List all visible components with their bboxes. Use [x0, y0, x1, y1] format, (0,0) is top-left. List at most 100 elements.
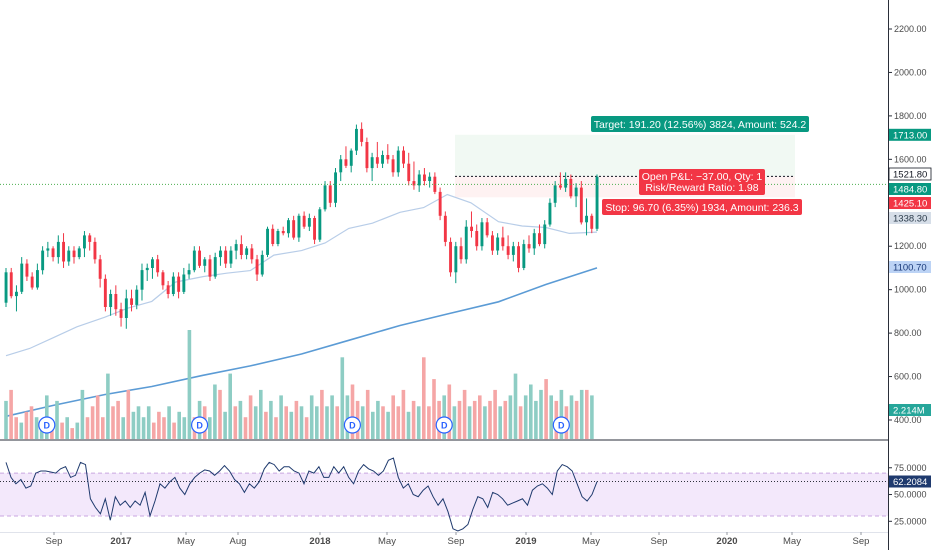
candle[interactable] [245, 246, 249, 260]
candle[interactable] [517, 241, 520, 273]
candle[interactable] [334, 168, 337, 208]
candle[interactable] [459, 237, 463, 264]
candle[interactable] [151, 257, 154, 279]
candle[interactable] [203, 257, 207, 273]
candle[interactable] [297, 213, 301, 242]
candle[interactable] [219, 246, 222, 266]
candle[interactable] [506, 235, 510, 260]
candle[interactable] [511, 241, 515, 262]
candle[interactable] [224, 246, 228, 268]
candle[interactable] [255, 254, 259, 281]
candle[interactable] [276, 228, 280, 247]
candle[interactable] [46, 241, 50, 258]
candle[interactable] [328, 181, 332, 208]
candle[interactable] [579, 181, 583, 225]
candle[interactable] [527, 235, 531, 253]
candle[interactable] [313, 215, 316, 245]
candle[interactable] [156, 254, 160, 277]
candle[interactable] [140, 263, 144, 301]
candle[interactable] [407, 152, 411, 186]
candle[interactable] [135, 285, 139, 310]
candle[interactable] [559, 172, 562, 190]
candle[interactable] [496, 233, 500, 255]
candle[interactable] [56, 235, 60, 264]
dividend-marker[interactable]: D [343, 416, 361, 434]
candle[interactable] [281, 226, 285, 236]
candle[interactable] [20, 257, 24, 295]
candle[interactable] [522, 239, 526, 271]
candle[interactable] [292, 215, 296, 240]
candle[interactable] [370, 152, 374, 182]
candle[interactable] [192, 246, 196, 273]
candle[interactable] [501, 226, 505, 251]
dividend-marker[interactable]: D [38, 416, 56, 434]
candle[interactable] [344, 146, 348, 169]
candle[interactable] [234, 239, 238, 260]
candle[interactable] [266, 226, 269, 258]
candle[interactable] [318, 207, 322, 242]
candle[interactable] [25, 259, 29, 281]
candle[interactable] [287, 217, 290, 238]
candle[interactable] [375, 141, 379, 169]
candle[interactable] [386, 144, 390, 164]
candle[interactable] [41, 246, 45, 275]
candle[interactable] [119, 302, 123, 327]
dividend-marker[interactable]: D [191, 416, 209, 434]
candle[interactable] [564, 172, 568, 192]
candle[interactable] [208, 254, 212, 281]
candle[interactable] [213, 252, 217, 279]
candle[interactable] [464, 220, 468, 264]
candle[interactable] [260, 250, 264, 277]
candle[interactable] [67, 246, 71, 266]
stop-label-box[interactable] [602, 199, 802, 215]
candle[interactable] [433, 172, 437, 195]
candle[interactable] [491, 231, 494, 255]
rsi-line[interactable] [5, 457, 598, 532]
candle[interactable] [423, 168, 426, 186]
candle[interactable] [239, 235, 243, 260]
candle[interactable] [402, 146, 405, 169]
candle[interactable] [109, 289, 113, 316]
candle[interactable] [569, 174, 573, 199]
candle[interactable] [187, 263, 191, 279]
dividend-marker[interactable]: D [435, 416, 453, 434]
candle[interactable] [381, 150, 384, 169]
moving-average-line[interactable] [5, 193, 598, 357]
candle[interactable] [271, 224, 275, 247]
candle[interactable] [4, 267, 8, 308]
candle[interactable] [538, 224, 541, 247]
candle[interactable] [229, 246, 233, 268]
candle[interactable] [417, 170, 421, 192]
candle[interactable] [88, 233, 92, 251]
candle[interactable] [428, 172, 432, 188]
candle[interactable] [250, 244, 254, 264]
dividend-marker[interactable]: D [552, 416, 570, 434]
candle[interactable] [198, 246, 201, 268]
candle[interactable] [454, 241, 458, 284]
candle[interactable] [480, 217, 484, 251]
candle[interactable] [83, 231, 86, 258]
candle[interactable] [182, 267, 186, 295]
candle[interactable] [171, 272, 175, 297]
candle[interactable] [62, 233, 65, 268]
candle[interactable] [438, 187, 442, 221]
candle[interactable] [103, 274, 107, 312]
candle[interactable] [124, 289, 128, 329]
candle[interactable] [339, 154, 343, 182]
candle[interactable] [302, 211, 306, 229]
candle[interactable] [30, 272, 34, 290]
candle[interactable] [443, 211, 447, 247]
candle[interactable] [161, 270, 165, 290]
candle[interactable] [114, 285, 118, 316]
candle[interactable] [51, 246, 55, 262]
candle[interactable] [93, 237, 97, 264]
target-label-box[interactable] [591, 116, 809, 132]
candle[interactable] [553, 181, 557, 208]
candle[interactable] [323, 181, 327, 212]
candle[interactable] [595, 174, 599, 232]
candle[interactable] [590, 213, 594, 234]
candle[interactable] [77, 246, 81, 260]
candle[interactable] [449, 237, 452, 277]
candle[interactable] [98, 254, 102, 288]
